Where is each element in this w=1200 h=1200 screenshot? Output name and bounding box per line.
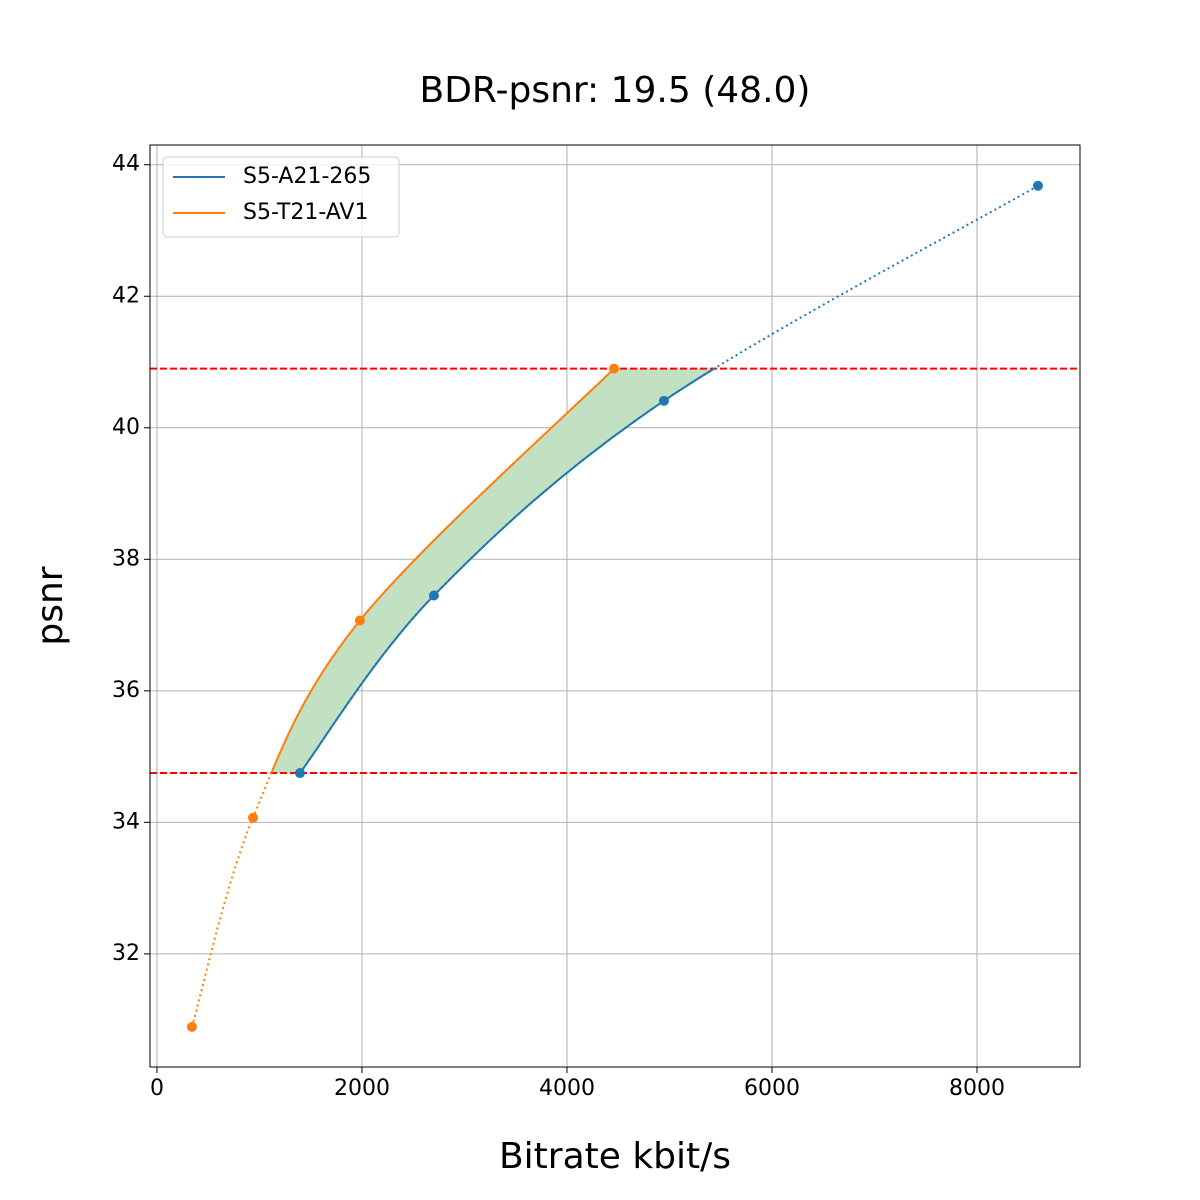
fill-between bbox=[271, 368, 715, 774]
plot-area bbox=[150, 180, 1080, 1032]
y-tick-label: 40 bbox=[112, 415, 140, 440]
y-axis-label: psnr bbox=[30, 566, 71, 645]
x-tick-label: 8000 bbox=[949, 1076, 1005, 1101]
x-tick-label: 2000 bbox=[334, 1076, 390, 1101]
x-axis-label: Bitrate kbit/s bbox=[499, 1136, 731, 1177]
y-tick-label: 32 bbox=[112, 941, 140, 966]
legend-label: S5-T21-AV1 bbox=[243, 200, 368, 225]
data-point bbox=[1032, 180, 1043, 191]
data-point bbox=[609, 363, 620, 374]
y-tick-label: 44 bbox=[112, 152, 140, 177]
series-line-solid bbox=[270, 368, 615, 774]
data-point bbox=[248, 812, 259, 823]
data-point bbox=[294, 768, 305, 779]
x-tick-label: 0 bbox=[150, 1076, 164, 1101]
x-tick-label: 6000 bbox=[744, 1076, 800, 1101]
y-tick-label: 38 bbox=[112, 546, 140, 571]
ticks: 0 2000 4000 6000 8000 32 34 36 38 40 42 44 bbox=[112, 152, 1005, 1101]
data-point bbox=[186, 1021, 197, 1032]
data-point bbox=[354, 615, 365, 626]
series-line-solid bbox=[299, 368, 717, 774]
y-tick-label: 34 bbox=[112, 809, 140, 834]
chart-title: BDR-psnr: 19.5 (48.0) bbox=[420, 70, 811, 111]
legend-label: S5-A21-265 bbox=[243, 164, 371, 189]
axes-frame bbox=[149, 144, 1081, 1068]
data-point bbox=[428, 590, 439, 601]
y-tick-label: 36 bbox=[112, 678, 140, 703]
data-point bbox=[658, 395, 669, 406]
legend: S5-A21-265 S5-T21-AV1 bbox=[162, 156, 400, 238]
x-tick-label: 4000 bbox=[539, 1076, 595, 1101]
y-tick-label: 42 bbox=[112, 283, 140, 308]
